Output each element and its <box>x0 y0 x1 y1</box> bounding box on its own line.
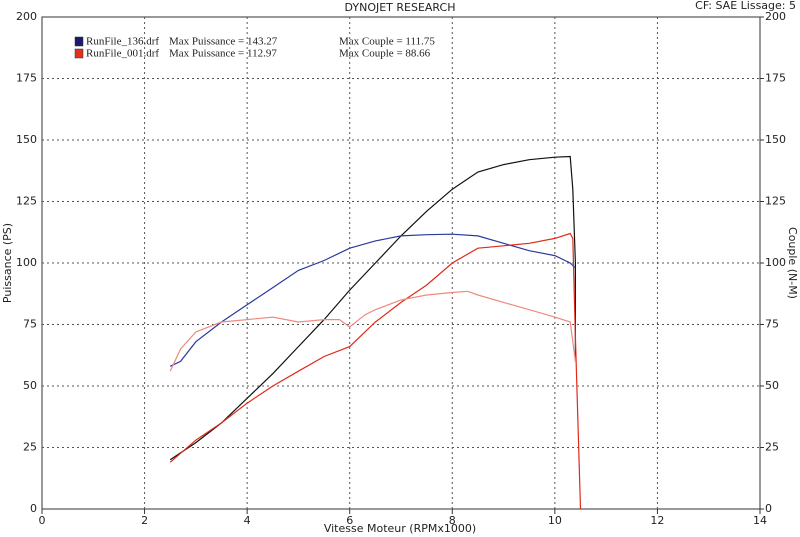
x-tick-label: 0 <box>39 514 46 527</box>
chart-title: DYNOJET RESEARCH <box>345 1 456 14</box>
y2-tick-label: 50 <box>765 379 779 392</box>
legend-swatch <box>74 36 84 47</box>
x-tick-label: 12 <box>650 514 664 527</box>
legend-power: Max Puissance = 143.27 <box>169 36 278 48</box>
x-tick-label: 6 <box>346 514 353 527</box>
x-tick-label: 10 <box>548 514 562 527</box>
x-tick-label: 14 <box>753 514 767 527</box>
x-axis-label: Vitesse Moteur (RPMx1000) <box>324 522 476 535</box>
legend-swatch <box>74 48 84 59</box>
legend-power: Max Puissance = 112.97 <box>169 48 277 60</box>
y-tick-label: 125 <box>16 195 37 208</box>
y-tick-label: 0 <box>30 502 37 515</box>
y2-axis-label: Couple (N-M) <box>786 227 799 299</box>
y2-tick-label: 175 <box>765 72 786 85</box>
y2-tick-label: 150 <box>765 133 786 146</box>
y2-tick-label: 100 <box>765 256 786 269</box>
y-tick-label: 200 <box>16 10 37 23</box>
legend-torque: Max Couple = 88.66 <box>339 48 431 60</box>
y-tick-label: 150 <box>16 133 37 146</box>
x-tick-label: 8 <box>449 514 456 527</box>
chart-subtitle: CF: SAE Lissage: 5 <box>695 0 796 12</box>
line-series <box>169 155 577 461</box>
line-series <box>169 290 576 372</box>
y-tick-label: 100 <box>16 256 37 269</box>
y2-tick-label: 200 <box>765 10 786 23</box>
y-tick-label: 25 <box>23 441 37 454</box>
y2-tick-label: 0 <box>765 502 772 515</box>
legend-label: RunFile_001.drf <box>86 48 159 60</box>
x-tick-label: 4 <box>244 514 251 527</box>
y-tick-label: 175 <box>16 72 37 85</box>
legend-label: RunFile_136.drf <box>86 36 159 48</box>
y-tick-label: 50 <box>23 379 37 392</box>
x-tick-label: 2 <box>141 514 148 527</box>
legend-torque: Max Couple = 111.75 <box>339 36 435 48</box>
y-tick-label: 75 <box>23 318 37 331</box>
y2-tick-label: 25 <box>765 441 779 454</box>
y2-tick-label: 125 <box>765 195 786 208</box>
y2-tick-label: 75 <box>765 318 779 331</box>
y-axis-label: Puissance (PS) <box>1 223 14 303</box>
line-series <box>169 232 582 510</box>
